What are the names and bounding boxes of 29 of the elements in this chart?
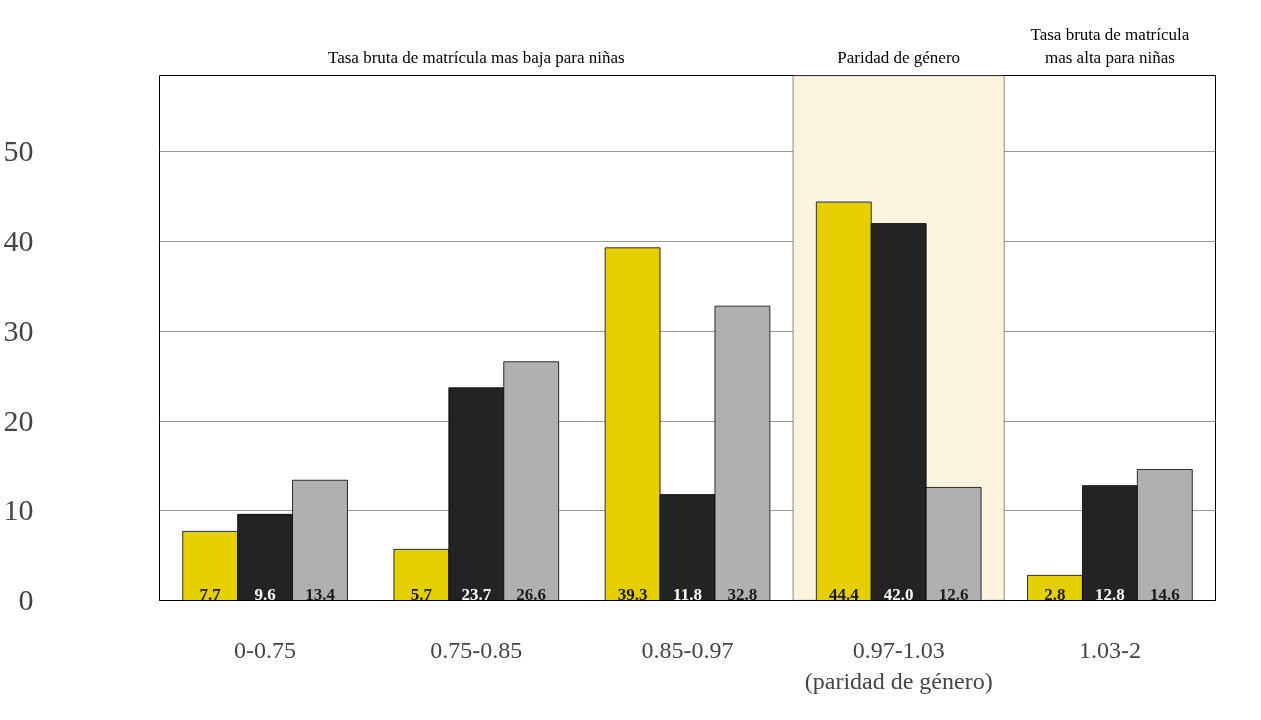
data-label: 26.6: [516, 584, 547, 604]
x-tick-label: 0.85-0.97: [641, 636, 734, 663]
data-label: 5.7: [410, 584, 433, 604]
band-label: Paridad de género: [837, 48, 961, 67]
x-tick-label: 0.97-1.03 (paridad de género): [804, 636, 993, 694]
y-tick-label: 0: [18, 583, 34, 616]
data-label: 44.4: [828, 584, 860, 604]
y-tick-label: 40: [3, 224, 34, 258]
data-label: 7.7: [199, 584, 222, 604]
text: Tasa bruta de matrícula mas alta para niñas: [1030, 25, 1190, 67]
data-label: 32.8: [727, 584, 758, 604]
y-tick-label: 30: [3, 313, 34, 347]
y-tick-label: 50: [3, 134, 34, 168]
data-label: 11.8: [673, 584, 702, 604]
data-label: 12.6: [938, 584, 969, 604]
data-label: 2.8: [1044, 584, 1066, 604]
x-tick-label: 1.03-2: [1078, 636, 1141, 663]
x-tick-label: 0-0.75: [234, 636, 297, 663]
data-label: 14.6: [1149, 584, 1180, 604]
y-tick-label: 10: [3, 493, 34, 527]
text: Tasa bruta de matrícula mas baja para niñas: [327, 48, 625, 67]
data-label: 42.0: [883, 584, 914, 604]
y-tick-label: 20: [3, 403, 34, 437]
x-tick-label: 0.75-0.85: [430, 636, 523, 663]
data-label: 9.6: [254, 584, 276, 604]
data-label: 23.7: [461, 584, 492, 604]
data-label: 39.3: [617, 584, 648, 604]
data-label: 12.8: [1095, 584, 1125, 604]
data-label: 13.4: [305, 584, 336, 604]
